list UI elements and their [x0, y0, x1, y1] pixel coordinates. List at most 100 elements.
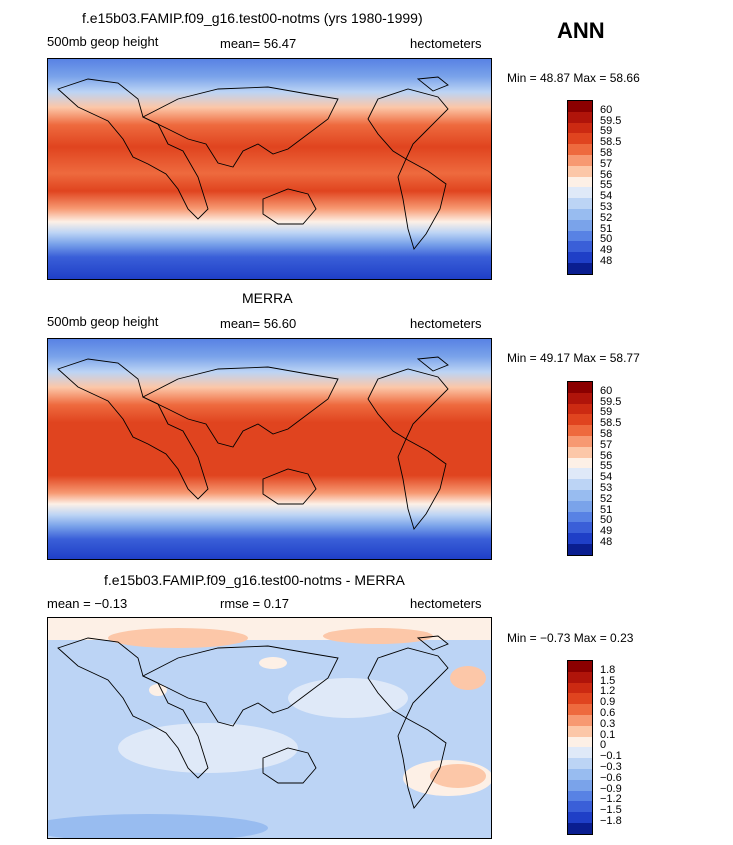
colorbar-tick-label: −0.6 — [600, 771, 622, 784]
panel3-mean-label: mean = −0.13 — [47, 596, 128, 611]
colorbar-swatch — [568, 522, 592, 534]
colorbar-tick-label: −0.9 — [600, 782, 622, 795]
colorbar-tick-label: 0.3 — [600, 717, 616, 730]
colorbar-swatch — [568, 262, 592, 274]
colorbar-tick-label: 53 — [600, 201, 613, 213]
panel1-mean-label: mean= 56.47 — [220, 36, 297, 51]
colorbar-swatch — [568, 693, 592, 705]
colorbar-swatch — [568, 122, 592, 134]
colorbar-tick-label: 1.2 — [600, 685, 616, 698]
colorbar-tick-label: 55 — [600, 460, 613, 473]
colorbar-tick-label: −1.2 — [600, 793, 622, 806]
colorbar-swatch — [568, 403, 592, 415]
colorbar-tick-label: 51 — [600, 222, 613, 235]
colorbar-swatch — [568, 101, 592, 112]
colorbar-tick-label: 52 — [600, 211, 613, 224]
panel3-map — [47, 617, 492, 839]
colorbar-swatch — [568, 533, 592, 544]
panel1-title: f.e15b03.FAMIP.f09_g16.test00-notms (yrs… — [82, 10, 423, 26]
colorbar-tick-label: 55 — [600, 179, 613, 192]
colorbar-tick-label: 59 — [600, 406, 613, 419]
panel1-units-label: hectometers — [410, 36, 482, 51]
colorbar-tick-label: 51 — [600, 503, 613, 516]
colorbar-tick-label: 0.1 — [600, 728, 616, 741]
colorbar-swatch — [568, 714, 592, 726]
colorbar-tick-label: 48 — [600, 536, 613, 548]
colorbar-tick-label: 59.5 — [600, 395, 622, 408]
colorbar-tick-label: 0 — [600, 739, 607, 752]
colorbar-tick-label: 54 — [600, 190, 613, 203]
colorbar-swatch — [568, 736, 592, 748]
colorbar-swatch — [568, 208, 592, 220]
colorbar-tick-label: −1.5 — [600, 804, 622, 817]
colorbar-tick-label: −1.8 — [600, 815, 622, 827]
colorbar-tick-label: 59.5 — [600, 114, 622, 127]
colorbar-tick-label: 49 — [600, 525, 613, 538]
colorbar-swatch — [568, 165, 592, 177]
colorbar-tick-label: 50 — [600, 233, 613, 246]
colorbar-swatch — [568, 790, 592, 802]
colorbar-swatch — [568, 725, 592, 737]
panel3-units-label: hectometers — [410, 596, 482, 611]
colorbar-swatch — [568, 241, 592, 253]
colorbar-tick-label: 58 — [600, 428, 613, 440]
colorbar-swatch — [568, 154, 592, 166]
colorbar-tick-label: 57 — [600, 438, 613, 451]
colorbar-swatch — [568, 671, 592, 683]
panel3-colorbar-swatches — [568, 661, 592, 834]
colorbar-swatch — [568, 435, 592, 447]
colorbar-swatch — [568, 144, 592, 155]
colorbar-swatch — [568, 758, 592, 769]
panel1-min-max: Min = 48.87 Max = 58.66 — [507, 71, 640, 85]
panel3-min-max: Min = −0.73 Max = 0.23 — [507, 631, 634, 645]
colorbar-tick-label: 52 — [600, 492, 613, 505]
colorbar-swatch — [568, 446, 592, 458]
colorbar-swatch — [568, 219, 592, 231]
panel2-contour-plot — [48, 339, 491, 559]
colorbar-tick-label: 0.6 — [600, 707, 616, 719]
colorbar-tick-label: 58 — [600, 147, 613, 159]
colorbar-swatch — [568, 822, 592, 834]
colorbar-tick-label: −0.3 — [600, 761, 622, 773]
colorbar-swatch — [568, 382, 592, 393]
colorbar-swatch — [568, 489, 592, 501]
colorbar-swatch — [568, 479, 592, 490]
colorbar-swatch — [568, 187, 592, 199]
panel2-min-max: Min = 49.17 Max = 58.77 — [507, 351, 640, 365]
panel2-variable-label: 500mb geop height — [47, 314, 159, 329]
colorbar-tick-label: 1.8 — [600, 663, 616, 676]
colorbar-tick-label: 50 — [600, 514, 613, 527]
colorbar-tick-label: 49 — [600, 244, 613, 257]
colorbar-tick-label: −0.1 — [600, 750, 622, 763]
colorbar-swatch — [568, 682, 592, 694]
colorbar-swatch — [568, 812, 592, 823]
colorbar-swatch — [568, 392, 592, 404]
colorbar-swatch — [568, 252, 592, 263]
panel2-units-label: hectometers — [410, 316, 482, 331]
panel2-title: MERRA — [242, 290, 293, 306]
colorbar-swatch — [568, 111, 592, 123]
colorbar-tick-label: 59 — [600, 125, 613, 138]
panel3-contour-plot — [48, 618, 491, 838]
colorbar-tick-label: 56 — [600, 449, 613, 462]
colorbar-tick-label: 60 — [600, 103, 613, 116]
panel3-colorbar — [567, 660, 593, 835]
colorbar-tick-label: 58.5 — [600, 417, 622, 430]
colorbar-swatch — [568, 414, 592, 426]
colorbar-tick-label: 1.5 — [600, 674, 616, 687]
colorbar-swatch — [568, 198, 592, 209]
colorbar-tick-label: 60 — [600, 384, 613, 397]
colorbar-swatch — [568, 704, 592, 715]
panel2-map — [47, 338, 492, 560]
colorbar-swatch — [568, 661, 592, 672]
colorbar-swatch — [568, 543, 592, 555]
colorbar-swatch — [568, 176, 592, 188]
colorbar-tick-label: 48 — [600, 255, 613, 267]
colorbar-swatch — [568, 768, 592, 780]
panel1-colorbar — [567, 100, 593, 275]
colorbar-tick-label: 54 — [600, 471, 613, 484]
colorbar-tick-label: 53 — [600, 482, 613, 494]
panel1-colorbar-swatches — [568, 101, 592, 274]
colorbar-swatch — [568, 779, 592, 791]
panel1-map — [47, 58, 492, 280]
